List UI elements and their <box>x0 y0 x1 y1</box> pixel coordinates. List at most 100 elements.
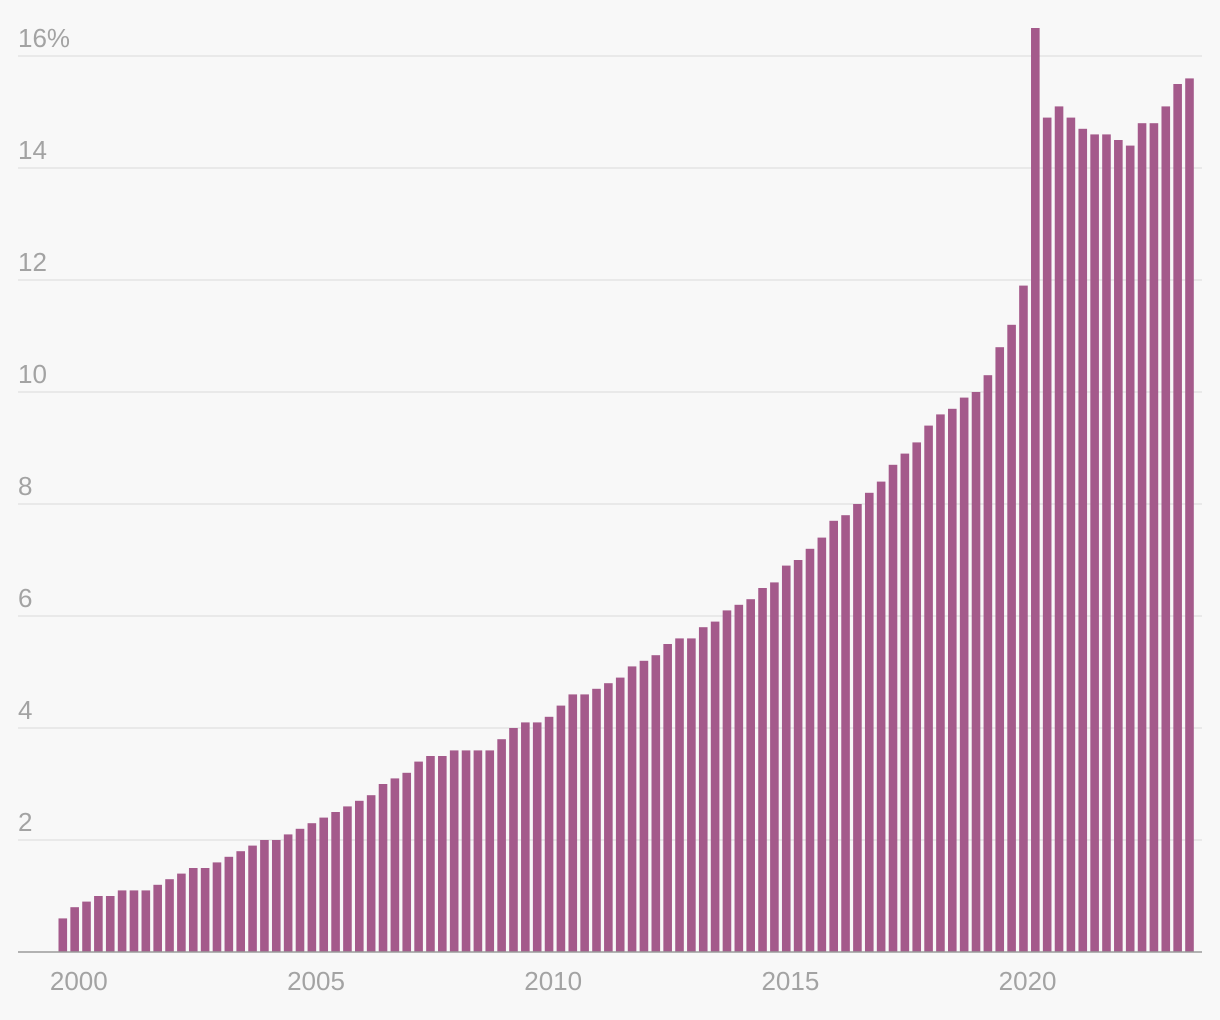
bar <box>746 599 755 952</box>
y-tick-label: 2 <box>18 807 32 837</box>
bar <box>521 722 530 952</box>
bar <box>876 481 886 952</box>
bar <box>983 375 993 952</box>
x-tick-label: 2000 <box>50 966 108 996</box>
y-tick-label: 8 <box>18 471 32 501</box>
bar <box>900 453 910 952</box>
bar <box>414 761 423 952</box>
bar <box>70 907 79 952</box>
bar <box>888 464 898 952</box>
bar <box>722 610 732 952</box>
bar <box>912 442 922 952</box>
bar <box>343 806 352 952</box>
bar <box>461 750 471 952</box>
bar <box>1149 123 1159 952</box>
bar <box>117 890 127 952</box>
bar <box>153 884 162 952</box>
bar <box>473 750 483 952</box>
bar <box>971 392 981 952</box>
bar <box>556 705 566 952</box>
x-axis-ticks: 2000 2005 2010 2015 2020 <box>50 966 1057 996</box>
bar <box>1054 106 1064 952</box>
bar <box>438 756 447 952</box>
bar <box>271 840 281 952</box>
bar <box>1114 140 1123 952</box>
bar <box>129 890 139 952</box>
bar <box>580 694 589 952</box>
bar <box>188 868 198 952</box>
bar <box>948 408 957 952</box>
bar <box>639 660 649 952</box>
bar <box>770 582 779 952</box>
x-tick-label: 2005 <box>287 966 345 996</box>
x-tick-label: 2010 <box>524 966 582 996</box>
bar <box>224 856 234 952</box>
bar <box>864 492 874 952</box>
bar <box>449 750 459 952</box>
bar <box>1185 78 1194 952</box>
bar <box>319 817 329 952</box>
bar <box>663 644 672 952</box>
y-axis-ticks: 2 4 6 8 10 12 14 16% <box>18 23 70 837</box>
bar <box>544 716 554 952</box>
bar <box>402 772 412 952</box>
bar <box>793 560 803 952</box>
bars <box>58 28 1194 953</box>
bar <box>1031 28 1040 952</box>
bar <box>212 862 222 952</box>
bar <box>1007 324 1016 952</box>
gridlines <box>18 55 1202 841</box>
y-tick-label: 4 <box>18 695 32 725</box>
bar <box>390 778 400 952</box>
bar <box>1042 117 1052 953</box>
bar <box>710 621 720 952</box>
bar <box>615 677 625 952</box>
bar <box>995 347 1005 952</box>
y-tick-label: 12 <box>18 247 47 277</box>
bar <box>627 666 637 952</box>
y-tick-label: 16% <box>18 23 70 53</box>
bar <box>485 750 495 952</box>
bar <box>1125 145 1135 953</box>
bar <box>1090 134 1099 952</box>
bar <box>651 655 661 952</box>
bar <box>58 918 68 952</box>
x-tick-label: 2020 <box>999 966 1057 996</box>
bar <box>260 840 269 952</box>
bar <box>426 756 435 952</box>
bar <box>592 688 601 952</box>
bar <box>248 845 257 952</box>
bar <box>236 851 245 952</box>
bar <box>532 722 542 952</box>
bar <box>283 834 293 952</box>
bar <box>936 414 945 952</box>
bar <box>568 694 578 952</box>
bar <box>781 565 791 952</box>
x-tick-label: 2015 <box>761 966 819 996</box>
bar <box>141 890 151 952</box>
bar <box>165 879 174 952</box>
bar <box>94 896 103 952</box>
y-tick-label: 14 <box>18 135 47 165</box>
bar <box>675 638 684 952</box>
bar <box>105 896 115 952</box>
y-tick-label: 6 <box>18 583 32 613</box>
bar <box>758 588 767 952</box>
bar <box>829 520 838 952</box>
bar <box>366 795 376 952</box>
bar <box>509 728 518 952</box>
bar <box>841 515 850 952</box>
bar <box>924 425 933 953</box>
bar <box>1019 285 1028 953</box>
bar <box>805 548 815 952</box>
bar <box>1102 134 1111 952</box>
bar <box>497 739 506 952</box>
bar <box>734 604 744 952</box>
bar <box>307 823 317 952</box>
bar <box>82 901 91 952</box>
bar <box>817 537 827 952</box>
bar <box>604 683 613 952</box>
bar <box>853 504 862 952</box>
bar <box>1161 106 1171 952</box>
